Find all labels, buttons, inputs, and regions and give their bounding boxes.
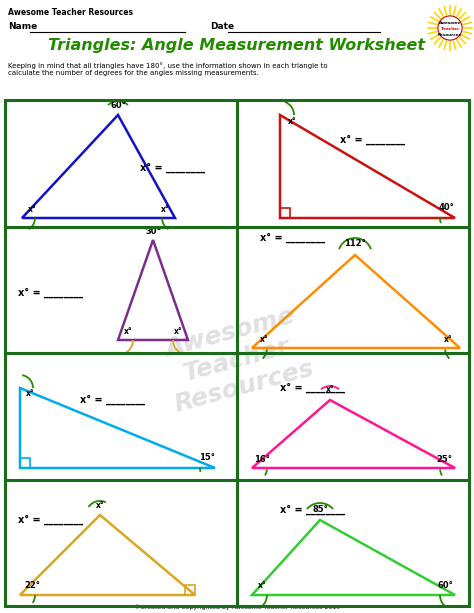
Text: Awesome: Awesome — [439, 21, 461, 25]
Text: x°: x° — [260, 335, 268, 343]
Text: Teacher: Teacher — [441, 27, 459, 31]
Text: x° = ________: x° = ________ — [260, 233, 325, 243]
Text: Awesome Teacher Resources: Awesome Teacher Resources — [8, 8, 133, 17]
Text: x°: x° — [444, 335, 452, 343]
Text: x°: x° — [288, 116, 296, 126]
Text: Awesome
Teacher
Resources: Awesome Teacher Resources — [157, 303, 317, 417]
Text: 30°: 30° — [145, 226, 161, 235]
Text: ©Created and Copyrighted by Awesome Teacher Resources 2019: ©Created and Copyrighted by Awesome Teac… — [134, 604, 340, 610]
Text: 112°: 112° — [344, 240, 366, 248]
Text: 16°: 16° — [254, 454, 270, 463]
Circle shape — [438, 16, 462, 40]
Text: x° = ________: x° = ________ — [280, 505, 345, 515]
Text: x°: x° — [258, 582, 266, 590]
Text: 25°: 25° — [436, 454, 452, 463]
Circle shape — [438, 16, 462, 40]
Text: Triangles: Angle Measurement Worksheet: Triangles: Angle Measurement Worksheet — [48, 38, 426, 53]
Text: x°: x° — [27, 205, 36, 215]
Text: x° = ________: x° = ________ — [280, 383, 345, 393]
Text: 85°: 85° — [312, 504, 328, 514]
Text: Name: Name — [8, 22, 37, 31]
Text: x° = ________: x° = ________ — [18, 515, 83, 525]
Text: 40°: 40° — [439, 204, 455, 213]
Text: x° = ________: x° = ________ — [18, 288, 83, 298]
Text: 60°: 60° — [110, 101, 126, 110]
Text: x°: x° — [124, 327, 132, 335]
Text: x° = ________: x° = ________ — [80, 395, 145, 405]
Text: x°: x° — [326, 386, 334, 395]
Text: Keeping in mind that all triangles have 180°, use the information shown in each : Keeping in mind that all triangles have … — [8, 62, 328, 76]
Text: x° = ________: x° = ________ — [340, 135, 405, 145]
Text: 22°: 22° — [24, 582, 40, 590]
Text: 60°: 60° — [437, 582, 453, 590]
Text: Date: Date — [210, 22, 234, 31]
Text: x°: x° — [26, 389, 34, 398]
Bar — [5, 100, 469, 606]
Text: x° = ________: x° = ________ — [140, 163, 205, 173]
Text: Resources: Resources — [438, 33, 462, 37]
Text: x°: x° — [173, 327, 182, 335]
Text: 15°: 15° — [199, 454, 215, 462]
Text: x°: x° — [96, 500, 104, 509]
Text: x°: x° — [161, 205, 169, 215]
